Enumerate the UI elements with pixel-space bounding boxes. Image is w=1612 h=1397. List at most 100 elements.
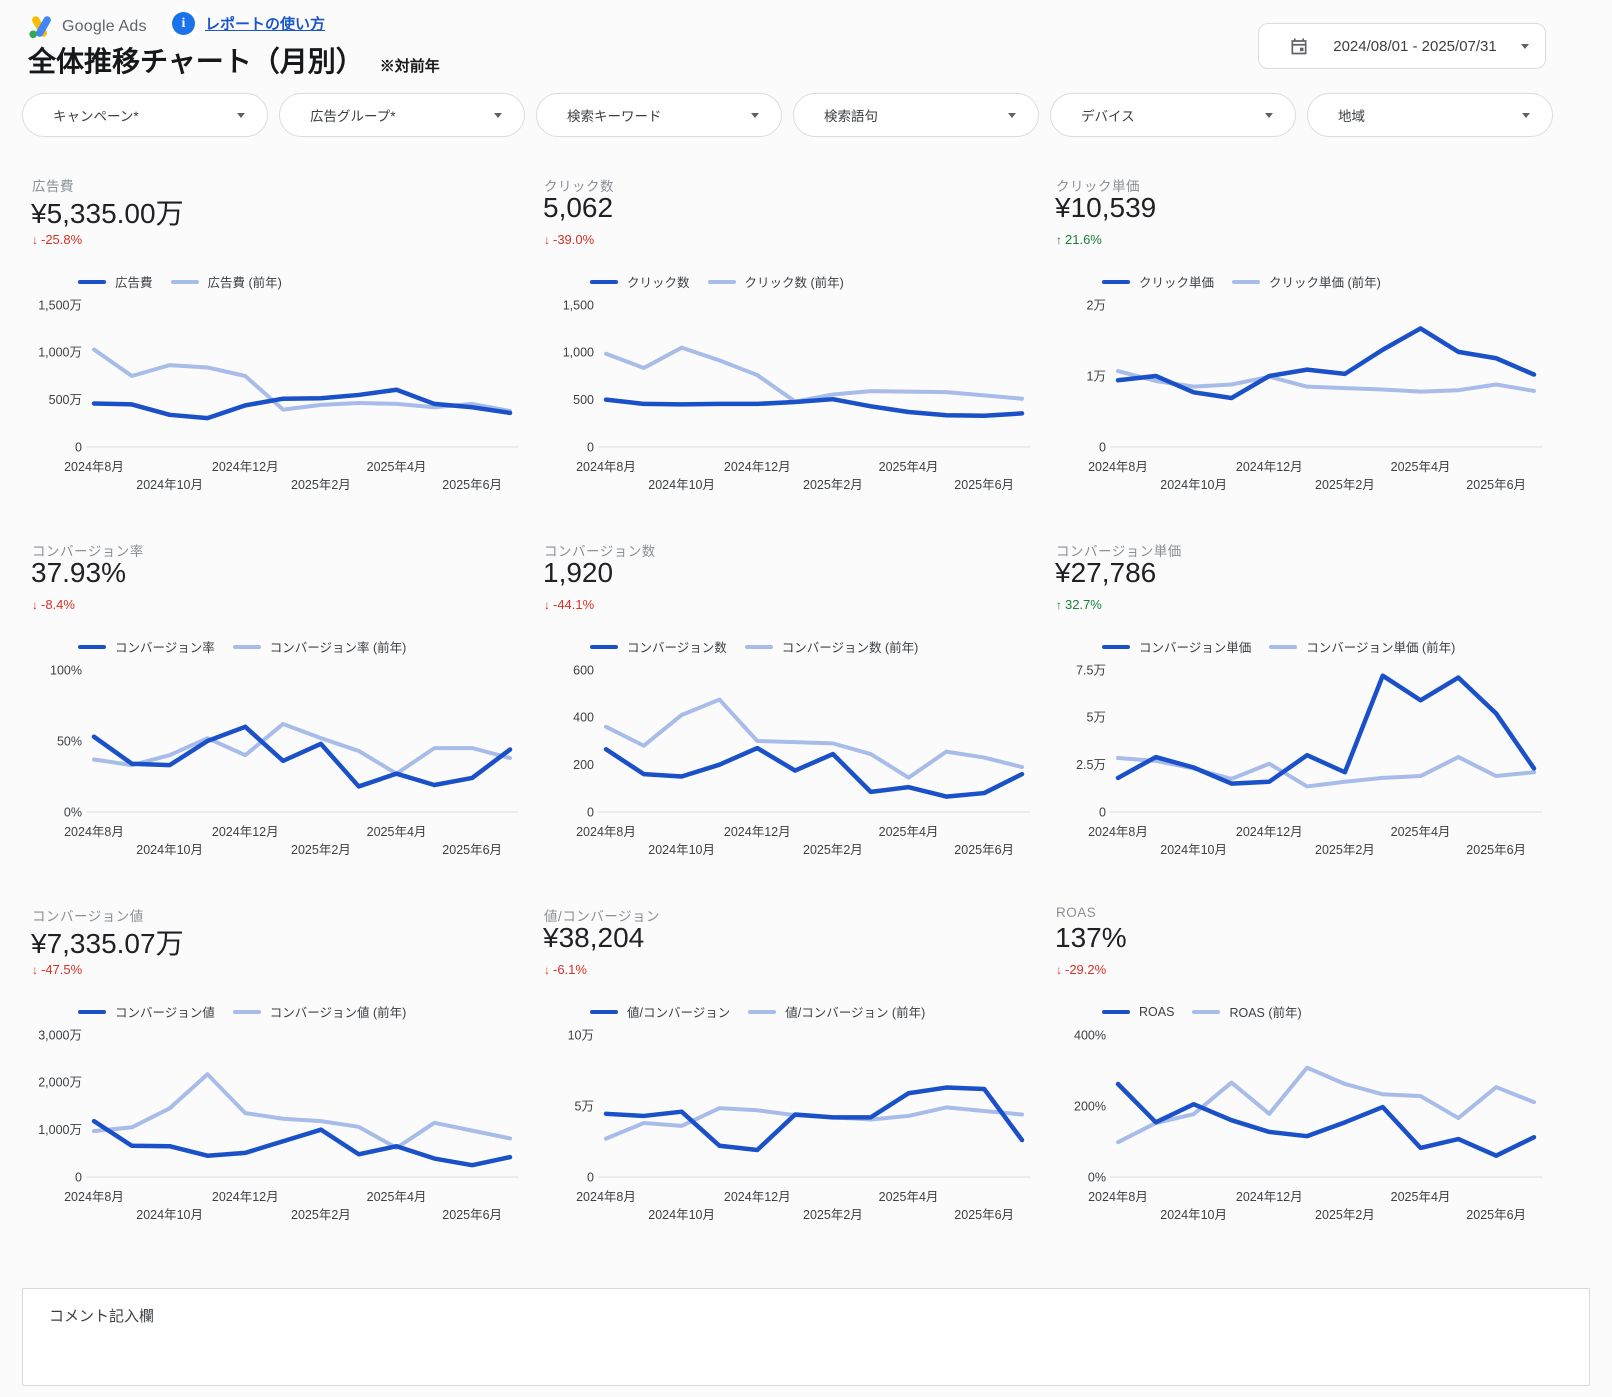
svg-text:2025年4月: 2025年4月 xyxy=(1391,460,1451,474)
info-icon: i xyxy=(172,12,195,35)
svg-text:3,000万: 3,000万 xyxy=(38,1028,82,1042)
svg-text:2025年6月: 2025年6月 xyxy=(1466,843,1526,857)
kpi-chart-grid: 広告費 ¥5,335.00万 ↓ -25.8% 広告費 広告費 (前年) 0 500… xyxy=(30,175,1542,1235)
filter-ad-group[interactable]: 広告グループ* xyxy=(279,93,525,137)
help-link[interactable]: レポートの使い方 xyxy=(205,16,326,33)
google-ads-logo-icon xyxy=(29,16,51,39)
metric-value: 137% xyxy=(1055,922,1127,953)
change-arrow-icon: ↑ xyxy=(1056,232,1062,247)
series-swatch-previous xyxy=(748,1009,777,1014)
svg-text:2024年12月: 2024年12月 xyxy=(1236,1190,1303,1204)
filter-bar: キャンペーン* 広告グループ* 検索キーワード 検索語句 デバイス 地域 xyxy=(22,93,1553,137)
metric-value: ¥10,539 xyxy=(1055,192,1157,223)
legend-item-current: コンバージョン数 xyxy=(590,637,727,656)
change-percent: -47.5% xyxy=(41,962,83,977)
chart-legend: ROAS ROAS (前年) xyxy=(1102,1002,1302,1021)
filter-label: 検索語句 xyxy=(824,109,878,124)
change-arrow-icon: ↓ xyxy=(544,962,550,977)
line-chart: 0 500 1,000 1,500 2024年8月 2024年12月 2025年4月 2024… xyxy=(542,293,1030,505)
legend-item-previous: クリック数 (前年) xyxy=(707,272,844,291)
line-chart: 0 200 400 600 2024年8月 2024年12月 2025年4月 2024年10月… xyxy=(542,658,1030,870)
svg-text:2024年12月: 2024年12月 xyxy=(724,1190,791,1204)
date-range-picker[interactable]: 2024/08/01 - 2025/07/31 xyxy=(1258,23,1546,69)
date-range-value: 2024/08/01 - 2025/07/31 xyxy=(1333,37,1497,55)
svg-text:5万: 5万 xyxy=(1087,711,1106,725)
svg-text:0: 0 xyxy=(587,1170,594,1184)
line-chart: 0% 200% 400% 2024年8月 2024年12月 2025年4月 2024年10月… xyxy=(1054,1023,1542,1235)
metric-title: ROAS xyxy=(1056,905,1097,920)
svg-text:2024年10月: 2024年10月 xyxy=(1160,478,1227,492)
calendar-icon xyxy=(1291,38,1307,55)
series-swatch-previous xyxy=(707,279,736,284)
svg-text:400%: 400% xyxy=(1074,1028,1106,1042)
svg-text:2024年8月: 2024年8月 xyxy=(1088,825,1148,839)
metric-title: コンバージョン数 xyxy=(544,544,656,559)
metric-title: クリック数 xyxy=(544,179,614,194)
legend-item-current: 広告費 xyxy=(78,272,153,291)
metric-change: ↓ -39.0% xyxy=(544,232,594,247)
chart-conversions: コンバージョン数 1,920 ↓ -44.1% コンバージョン数 コンバージョン数… xyxy=(542,540,1030,870)
chevron-down-icon xyxy=(751,112,759,118)
svg-text:1,000: 1,000 xyxy=(563,346,594,360)
metric-change: ↑ 21.6% xyxy=(1056,232,1102,247)
page-title: 全体推移チャート（月別） ※対前年 xyxy=(28,40,440,80)
svg-text:2025年4月: 2025年4月 xyxy=(367,1190,427,1204)
svg-text:2.5万: 2.5万 xyxy=(1076,758,1106,772)
chart-legend: 値/コンバージョン 値/コンバージョン (前年) xyxy=(590,1002,925,1021)
legend-item-previous: コンバージョン率 (前年) xyxy=(232,637,406,656)
svg-text:1万: 1万 xyxy=(1087,369,1106,383)
svg-text:2024年12月: 2024年12月 xyxy=(212,460,279,474)
legend-item-current: 値/コンバージョン xyxy=(590,1002,730,1021)
svg-text:2025年6月: 2025年6月 xyxy=(1466,478,1526,492)
svg-text:2025年6月: 2025年6月 xyxy=(954,843,1014,857)
legend-item-current: コンバージョン値 xyxy=(78,1002,215,1021)
svg-text:7.5万: 7.5万 xyxy=(1076,663,1106,677)
filter-region[interactable]: 地域 xyxy=(1307,93,1553,137)
series-swatch-previous xyxy=(232,644,261,649)
chart-legend: コンバージョン率 コンバージョン率 (前年) xyxy=(78,637,406,656)
page-title-note: ※対前年 xyxy=(379,58,440,75)
metric-value: ¥27,786 xyxy=(1055,557,1157,588)
filter-search-term[interactable]: 検索語句 xyxy=(793,93,1039,137)
legend-item-previous: コンバージョン値 (前年) xyxy=(232,1002,406,1021)
svg-text:600: 600 xyxy=(573,663,594,677)
filter-search-keyword[interactable]: 検索キーワード xyxy=(536,93,782,137)
svg-text:2024年12月: 2024年12月 xyxy=(724,460,791,474)
filter-campaign[interactable]: キャンペーン* xyxy=(22,93,268,137)
svg-text:2025年4月: 2025年4月 xyxy=(879,460,939,474)
change-percent: -39.0% xyxy=(553,232,595,247)
filter-device[interactable]: デバイス xyxy=(1050,93,1296,137)
filter-label: 広告グループ* xyxy=(310,109,396,124)
svg-text:0: 0 xyxy=(587,440,594,454)
svg-text:2025年4月: 2025年4月 xyxy=(1391,1190,1451,1204)
chevron-down-icon xyxy=(1265,112,1273,118)
metric-change: ↓ -6.1% xyxy=(544,962,587,977)
svg-text:2025年2月: 2025年2月 xyxy=(803,843,863,857)
svg-text:2025年6月: 2025年6月 xyxy=(1466,1208,1526,1222)
svg-text:2025年4月: 2025年4月 xyxy=(1391,825,1451,839)
svg-text:0%: 0% xyxy=(64,805,82,819)
series-swatch-current xyxy=(78,1009,106,1014)
metric-title: コンバージョン率 xyxy=(32,544,144,559)
svg-text:2025年6月: 2025年6月 xyxy=(954,478,1014,492)
comment-box[interactable]: コメント記入欄 xyxy=(22,1288,1590,1386)
metric-change: ↑ 32.7% xyxy=(1056,597,1102,612)
change-percent: -8.4% xyxy=(41,597,75,612)
chart-legend: 広告費 広告費 (前年) xyxy=(78,272,282,291)
svg-text:2万: 2万 xyxy=(1087,298,1106,312)
metric-value: 5,062 xyxy=(543,192,614,223)
report-help: i レポートの使い方 xyxy=(172,12,325,35)
svg-text:0: 0 xyxy=(1099,440,1106,454)
svg-text:2024年10月: 2024年10月 xyxy=(648,478,715,492)
svg-text:1,500万: 1,500万 xyxy=(38,298,82,312)
metric-title: 値/コンバージョン xyxy=(544,909,660,924)
svg-text:2025年2月: 2025年2月 xyxy=(291,1208,351,1222)
filter-label: 検索キーワード xyxy=(567,109,662,124)
chart-cvr: コンバージョン率 37.93% ↓ -8.4% コンバージョン率 コンバージョン率… xyxy=(30,540,518,870)
chart-ad-cost: 広告費 ¥5,335.00万 ↓ -25.8% 広告費 広告費 (前年) 0 500… xyxy=(30,175,518,505)
change-arrow-icon: ↓ xyxy=(544,597,550,612)
change-arrow-icon: ↓ xyxy=(32,597,38,612)
change-percent: 21.6% xyxy=(1065,232,1102,247)
svg-text:2024年12月: 2024年12月 xyxy=(212,825,279,839)
svg-text:0: 0 xyxy=(1099,805,1106,819)
